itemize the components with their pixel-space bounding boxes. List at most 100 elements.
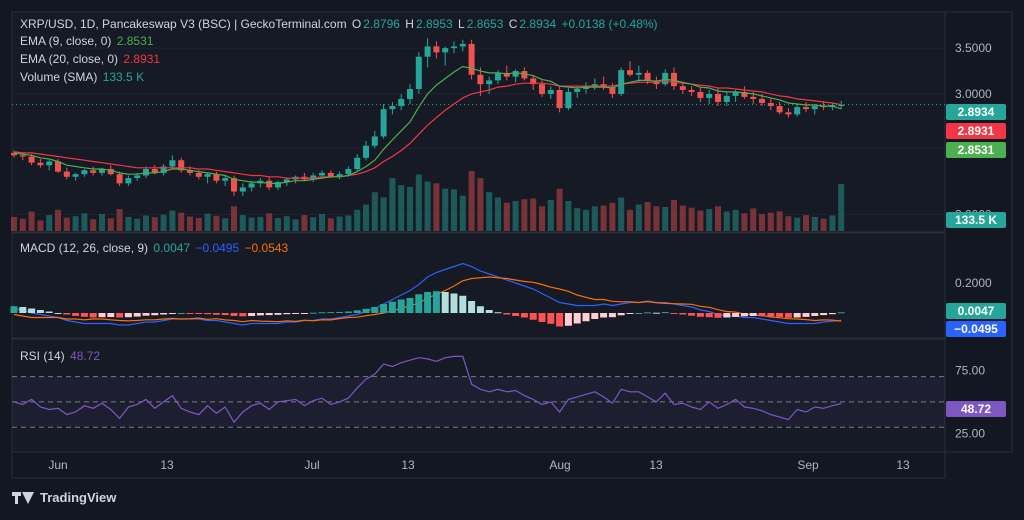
price-axis[interactable] <box>944 11 1013 453</box>
candle-body[interactable] <box>503 72 510 77</box>
candle-body[interactable] <box>160 166 167 173</box>
candle-body[interactable] <box>811 106 818 110</box>
candle-body[interactable] <box>310 175 317 180</box>
candle-body[interactable] <box>618 70 625 94</box>
candle-body[interactable] <box>19 155 26 157</box>
candle-body[interactable] <box>213 174 220 181</box>
candle-body[interactable] <box>547 89 554 94</box>
candle-body[interactable] <box>477 74 484 85</box>
candle-body[interactable] <box>46 161 53 166</box>
candle-body[interactable] <box>380 109 387 137</box>
candle-body[interactable] <box>776 106 783 113</box>
candle-body[interactable] <box>116 174 123 184</box>
candle-body[interactable] <box>759 98 765 103</box>
ema20-legend[interactable]: EMA (20, close, 0) 2.8931 <box>20 51 162 67</box>
candle-body[interactable] <box>697 91 704 98</box>
time-axis[interactable] <box>11 451 946 479</box>
candle-body[interactable] <box>662 72 669 85</box>
tradingview-brand[interactable]: TradingView <box>12 490 116 505</box>
candle-body[interactable] <box>539 84 545 94</box>
candle-body[interactable] <box>134 175 141 179</box>
candle-body[interactable] <box>389 106 396 110</box>
candle-body[interactable] <box>371 136 378 146</box>
candle-body[interactable] <box>187 170 193 173</box>
candle-body[interactable] <box>415 56 422 90</box>
candle-body[interactable] <box>319 172 325 176</box>
candle-body[interactable] <box>125 178 132 184</box>
candle-body[interactable] <box>565 91 572 109</box>
candle-body[interactable] <box>424 46 431 57</box>
candle-body[interactable] <box>222 178 229 181</box>
ema9-legend[interactable]: EMA (9, close, 0) 2.8531 <box>20 33 155 49</box>
candle-body[interactable] <box>283 179 290 183</box>
candle-body[interactable] <box>63 171 70 177</box>
rsi-pane[interactable] <box>11 338 946 453</box>
macd-legend[interactable]: MACD (12, 26, close, 9) 0.0047 −0.0495 −… <box>20 240 290 256</box>
candle-body[interactable] <box>803 107 809 110</box>
candle-body[interactable] <box>266 180 273 188</box>
candle-body[interactable] <box>398 98 405 107</box>
price-tick-label: 3.5000 <box>955 41 992 55</box>
candle-body[interactable] <box>72 174 79 177</box>
candle-body[interactable] <box>231 178 237 192</box>
rsi-legend[interactable]: RSI (14) 48.72 <box>20 348 102 364</box>
candle-body[interactable] <box>767 102 774 107</box>
candle-body[interactable] <box>644 72 651 81</box>
candle-body[interactable] <box>486 80 493 85</box>
candle-body[interactable] <box>794 107 801 115</box>
candle-body[interactable] <box>459 43 466 47</box>
candle-body[interactable] <box>354 157 361 170</box>
candle-body[interactable] <box>37 162 44 166</box>
candle-body[interactable] <box>785 112 792 115</box>
candle-body[interactable] <box>591 84 598 87</box>
candle-body[interactable] <box>363 145 369 158</box>
candle-body[interactable] <box>345 169 352 175</box>
candle-body[interactable] <box>169 160 176 167</box>
candle-body[interactable] <box>248 183 255 188</box>
candle-body[interactable] <box>671 72 677 87</box>
candle-body[interactable] <box>521 71 528 79</box>
candle-body[interactable] <box>407 89 413 99</box>
candle-body[interactable] <box>627 70 633 75</box>
price-pane[interactable] <box>11 11 946 233</box>
candle-body[interactable] <box>556 89 563 109</box>
candle-body[interactable] <box>55 161 61 172</box>
candle-body[interactable] <box>151 169 158 173</box>
candle-body[interactable] <box>204 174 211 177</box>
candle-body[interactable] <box>688 89 695 92</box>
candle-body[interactable] <box>336 174 343 177</box>
candle-body[interactable] <box>11 152 17 156</box>
candle-body[interactable] <box>178 160 185 171</box>
candle-body[interactable] <box>609 87 616 94</box>
candle-body[interactable] <box>679 86 686 90</box>
candle-body[interactable] <box>107 169 114 175</box>
candle-body[interactable] <box>195 172 202 177</box>
candle-body[interactable] <box>750 96 757 99</box>
candle-body[interactable] <box>635 72 642 75</box>
candle-body[interactable] <box>275 182 281 188</box>
candle-body[interactable] <box>433 46 440 53</box>
candle-body[interactable] <box>732 91 739 96</box>
candle-body[interactable] <box>327 172 334 177</box>
candle-body[interactable] <box>143 169 149 176</box>
candle-body[interactable] <box>706 93 713 98</box>
candle-body[interactable] <box>468 43 475 75</box>
candle-body[interactable] <box>239 187 246 192</box>
candle-body[interactable] <box>99 169 105 173</box>
candle-body[interactable] <box>715 93 721 102</box>
candle-body[interactable] <box>28 156 35 163</box>
candle-body[interactable] <box>451 46 457 49</box>
candle-body[interactable] <box>838 104 845 107</box>
volume-legend[interactable]: Volume (SMA) 133.5 K <box>20 69 146 85</box>
candle-body[interactable] <box>90 170 97 173</box>
candle-body[interactable] <box>530 78 537 85</box>
symbol-legend[interactable]: XRP/USD, 1D, Pancakeswap V3 (BSC) | Geck… <box>20 16 660 32</box>
macd-pane[interactable] <box>11 232 946 339</box>
candle-body[interactable] <box>442 48 449 53</box>
candle-body[interactable] <box>741 91 748 97</box>
candle-body[interactable] <box>574 89 581 92</box>
candle-body[interactable] <box>723 95 730 102</box>
candle-body[interactable] <box>495 72 501 81</box>
candle-body[interactable] <box>81 170 88 175</box>
candle-body[interactable] <box>512 71 519 77</box>
